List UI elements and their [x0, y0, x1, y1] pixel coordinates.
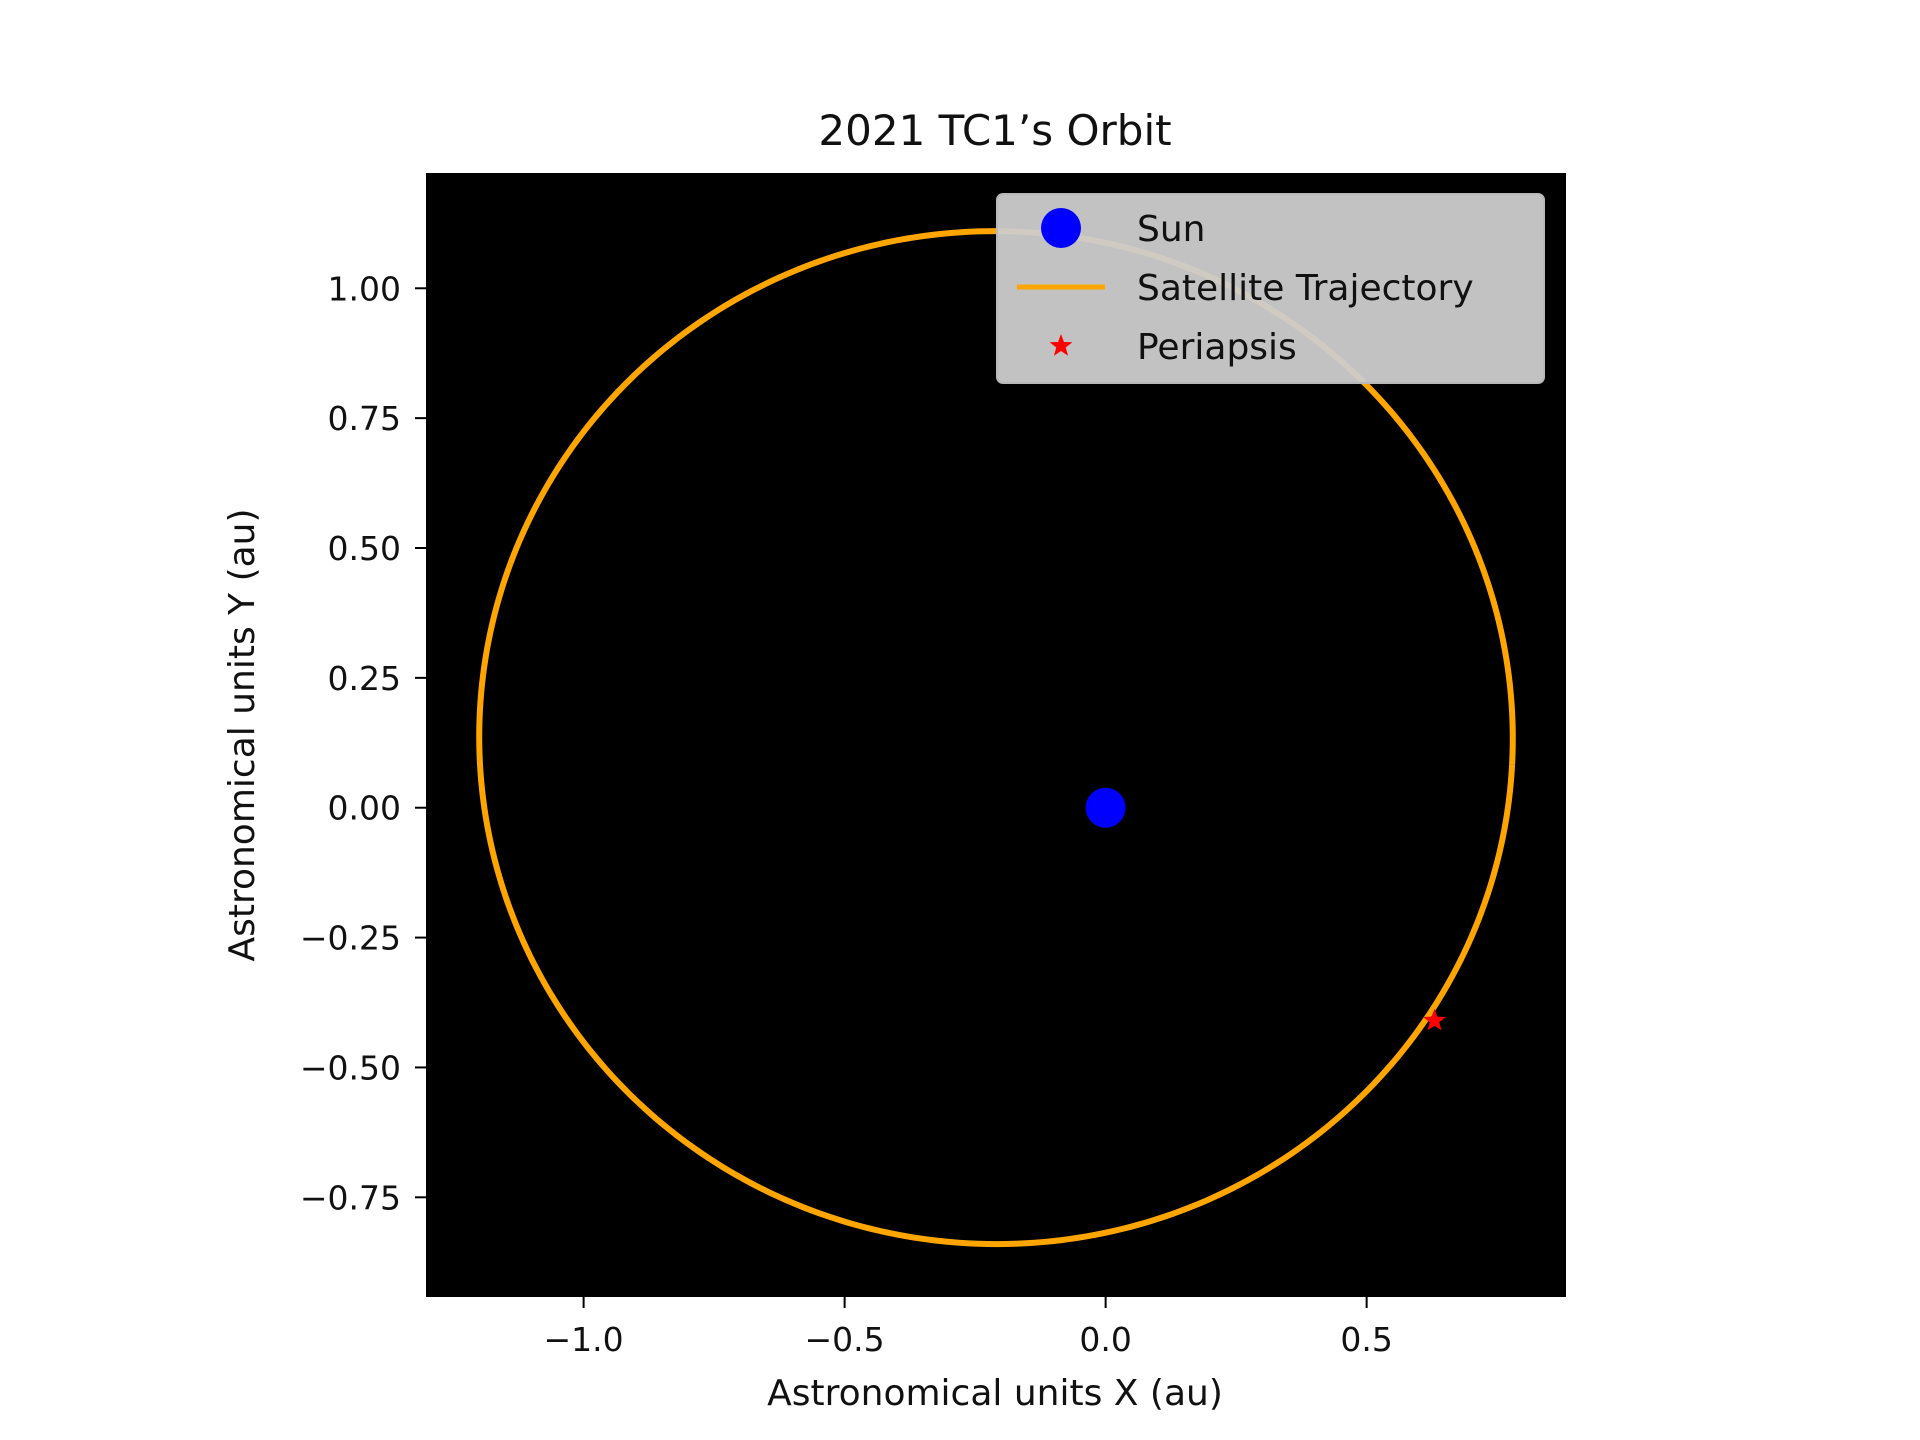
periapsis-marker: [1423, 1008, 1446, 1031]
legend-label: Sun: [1137, 209, 1205, 250]
x-tick-label: −1.0: [544, 1320, 624, 1359]
y-axis: 1.00 0.75 0.50 0.25 0.00 −0.25 −0.50 −0.75: [300, 269, 427, 1217]
y-tick-label: 0.25: [328, 659, 401, 698]
legend-label: Periapsis: [1137, 327, 1297, 368]
y-tick-label: −0.75: [300, 1178, 401, 1217]
legend-swatch-periapsis: [1049, 334, 1073, 356]
legend-box: [996, 193, 1545, 384]
legend: Sun Satellite Trajectory Periapsis: [996, 193, 1545, 384]
y-tick-label: 0.50: [328, 529, 401, 568]
y-tick-label: 0.75: [328, 399, 401, 438]
x-tick-label: 0.0: [1079, 1320, 1131, 1359]
x-tick-label: −0.5: [805, 1320, 885, 1359]
x-axis: −1.0 −0.5 0.0 0.5: [544, 1296, 1393, 1359]
sun-marker: [1085, 787, 1126, 828]
y-axis-label: Astronomical units Y (au): [222, 508, 263, 961]
y-tick-label: 1.00: [328, 269, 401, 308]
y-tick-label: −0.50: [300, 1048, 401, 1087]
chart-title: 2021 TC1’s Orbit: [818, 106, 1171, 155]
x-tick-label: 0.5: [1340, 1320, 1392, 1359]
y-tick-label: 0.00: [328, 789, 401, 828]
legend-swatch-sun: [1041, 208, 1081, 248]
y-tick-label: −0.25: [300, 919, 401, 958]
x-axis-label: Astronomical units X (au): [767, 1373, 1223, 1414]
legend-label: Satellite Trajectory: [1137, 268, 1474, 309]
plot-frame: [426, 173, 1566, 1297]
